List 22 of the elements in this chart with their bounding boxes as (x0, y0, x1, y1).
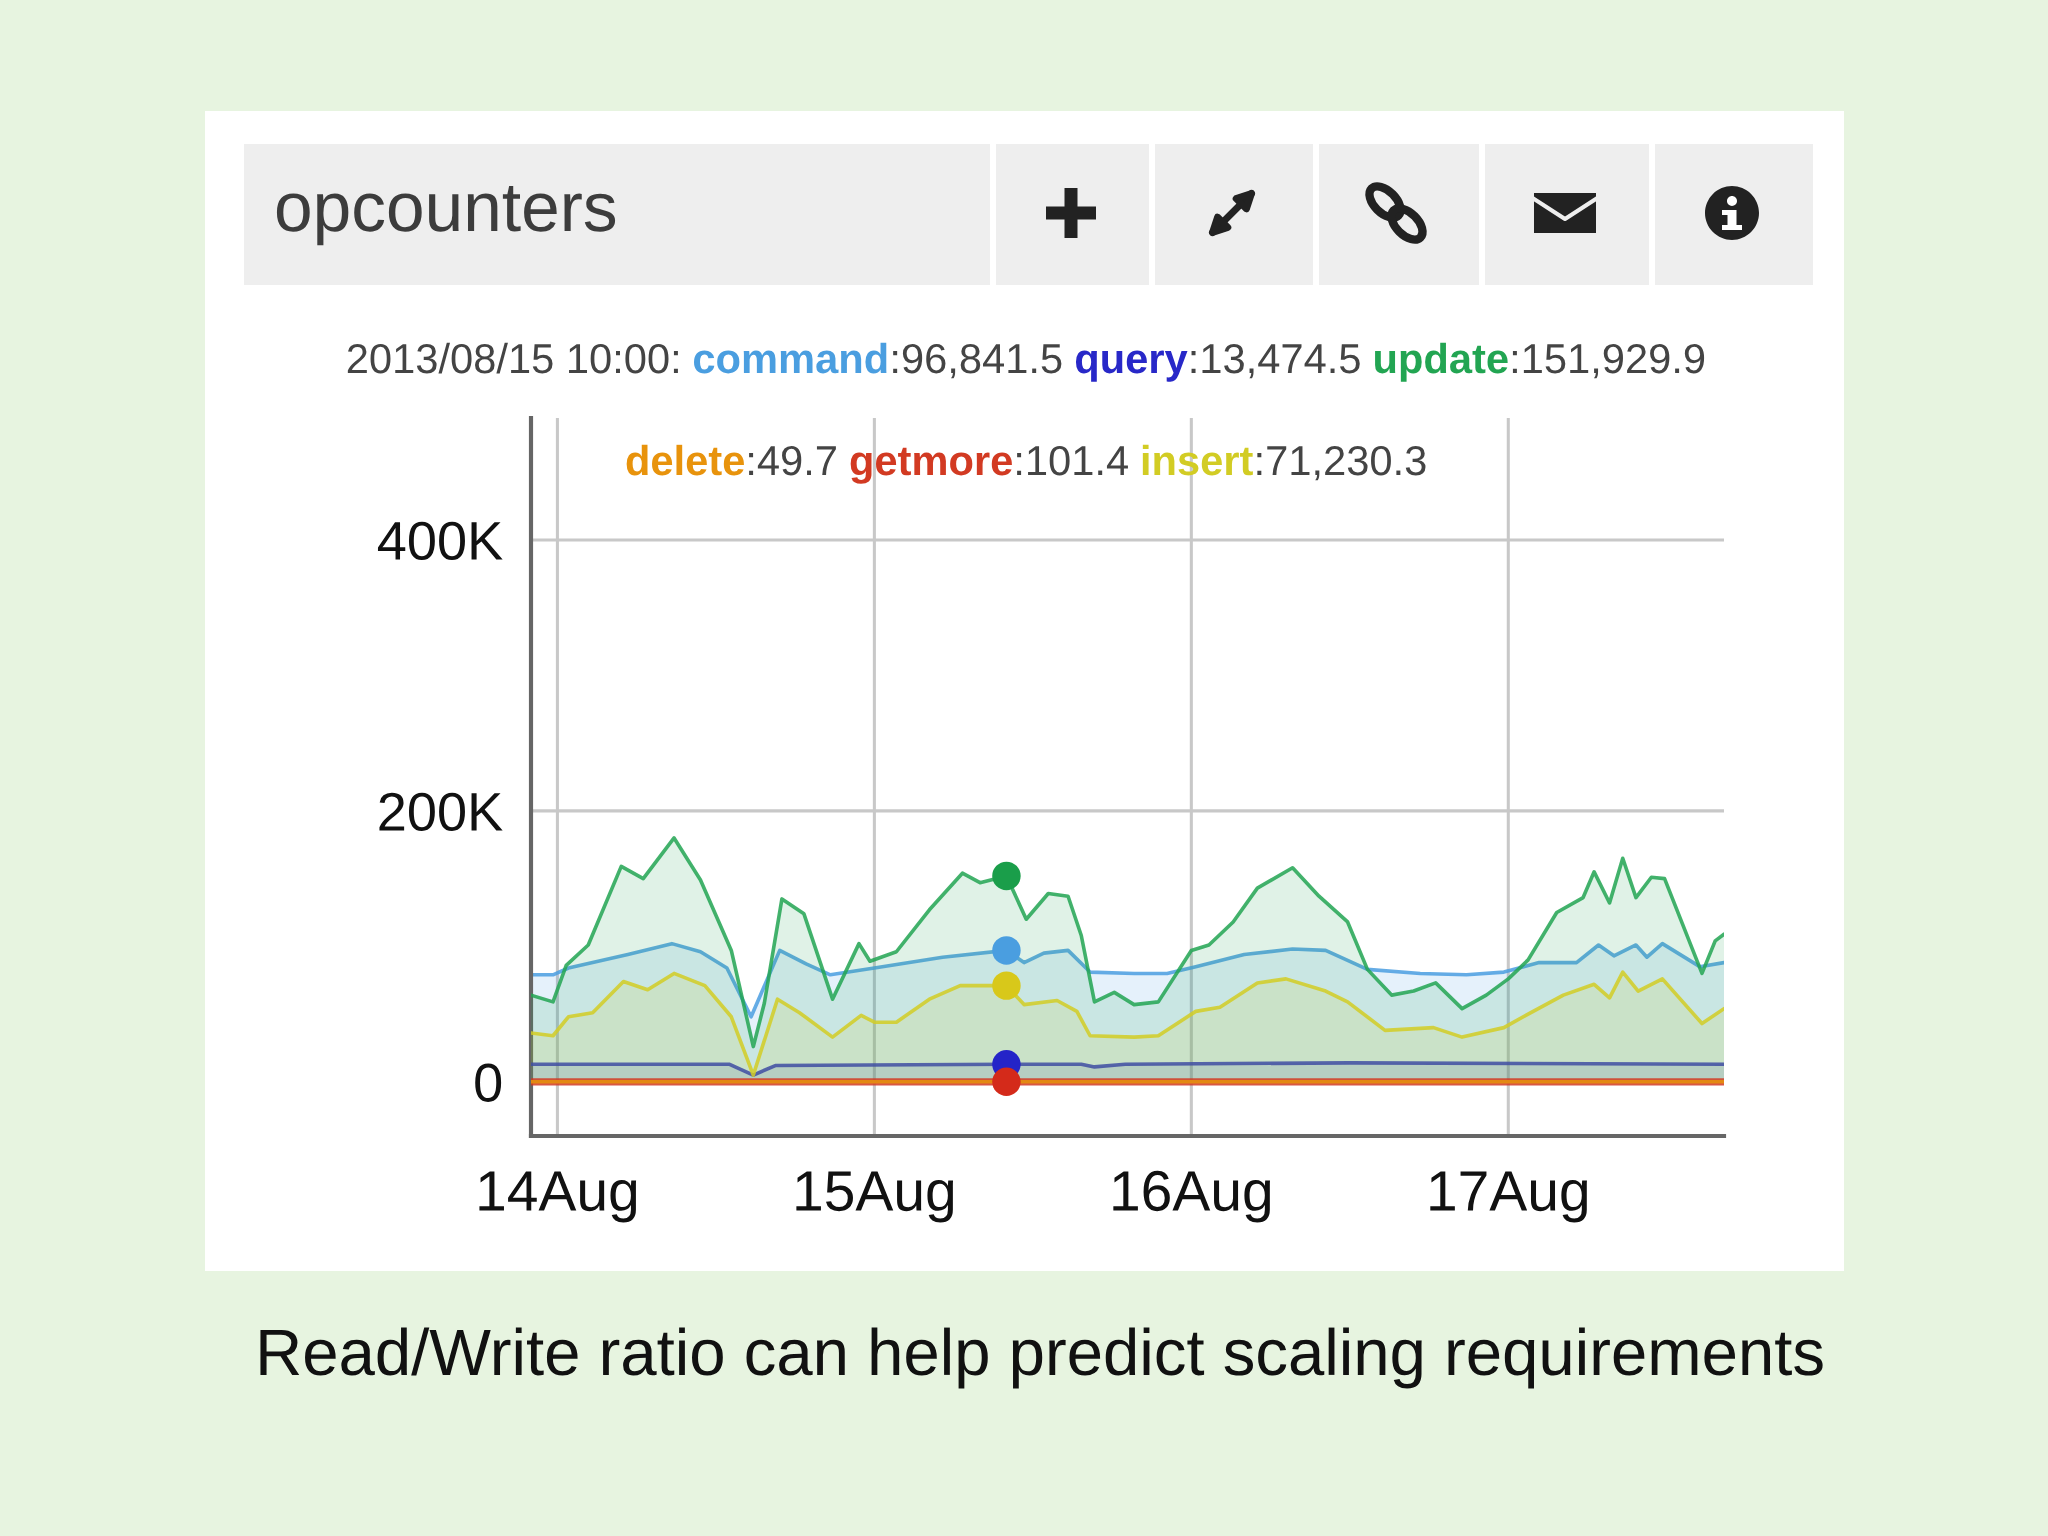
annotation: :49.7 (749, 445, 836, 476)
text: delete (626, 444, 744, 476)
x-tick-label: 16Aug (1113, 1170, 1270, 1223)
text: query (1075, 350, 1188, 382)
annotation: :101.4 (1017, 445, 1128, 476)
x-tick-label: 15Aug (796, 1171, 954, 1223)
text: :13,474.5 (1191, 343, 1360, 379)
text: update (1375, 342, 1508, 382)
x-tick-label: 14Aug (479, 1171, 637, 1223)
text: :151,929.9 (1512, 343, 1705, 379)
annotation: :71,230.3 (1257, 445, 1426, 481)
text: getmore (850, 447, 1012, 484)
y-tick-label: 400K (377, 521, 503, 561)
x-tick-label: 17Aug (1430, 1171, 1587, 1223)
text: insert (1142, 444, 1253, 476)
chart-title: opcounters (276, 186, 616, 246)
text: Read/Write ratio can help predict scaling requirements (260, 1327, 1823, 1389)
text: :96,841.5 (893, 343, 1062, 379)
text: command (694, 342, 887, 374)
y-tick-label: 200K (379, 792, 503, 832)
text: 2013/08/15 10:00: (347, 342, 678, 374)
y-tick-label: 0 (475, 1063, 502, 1102)
